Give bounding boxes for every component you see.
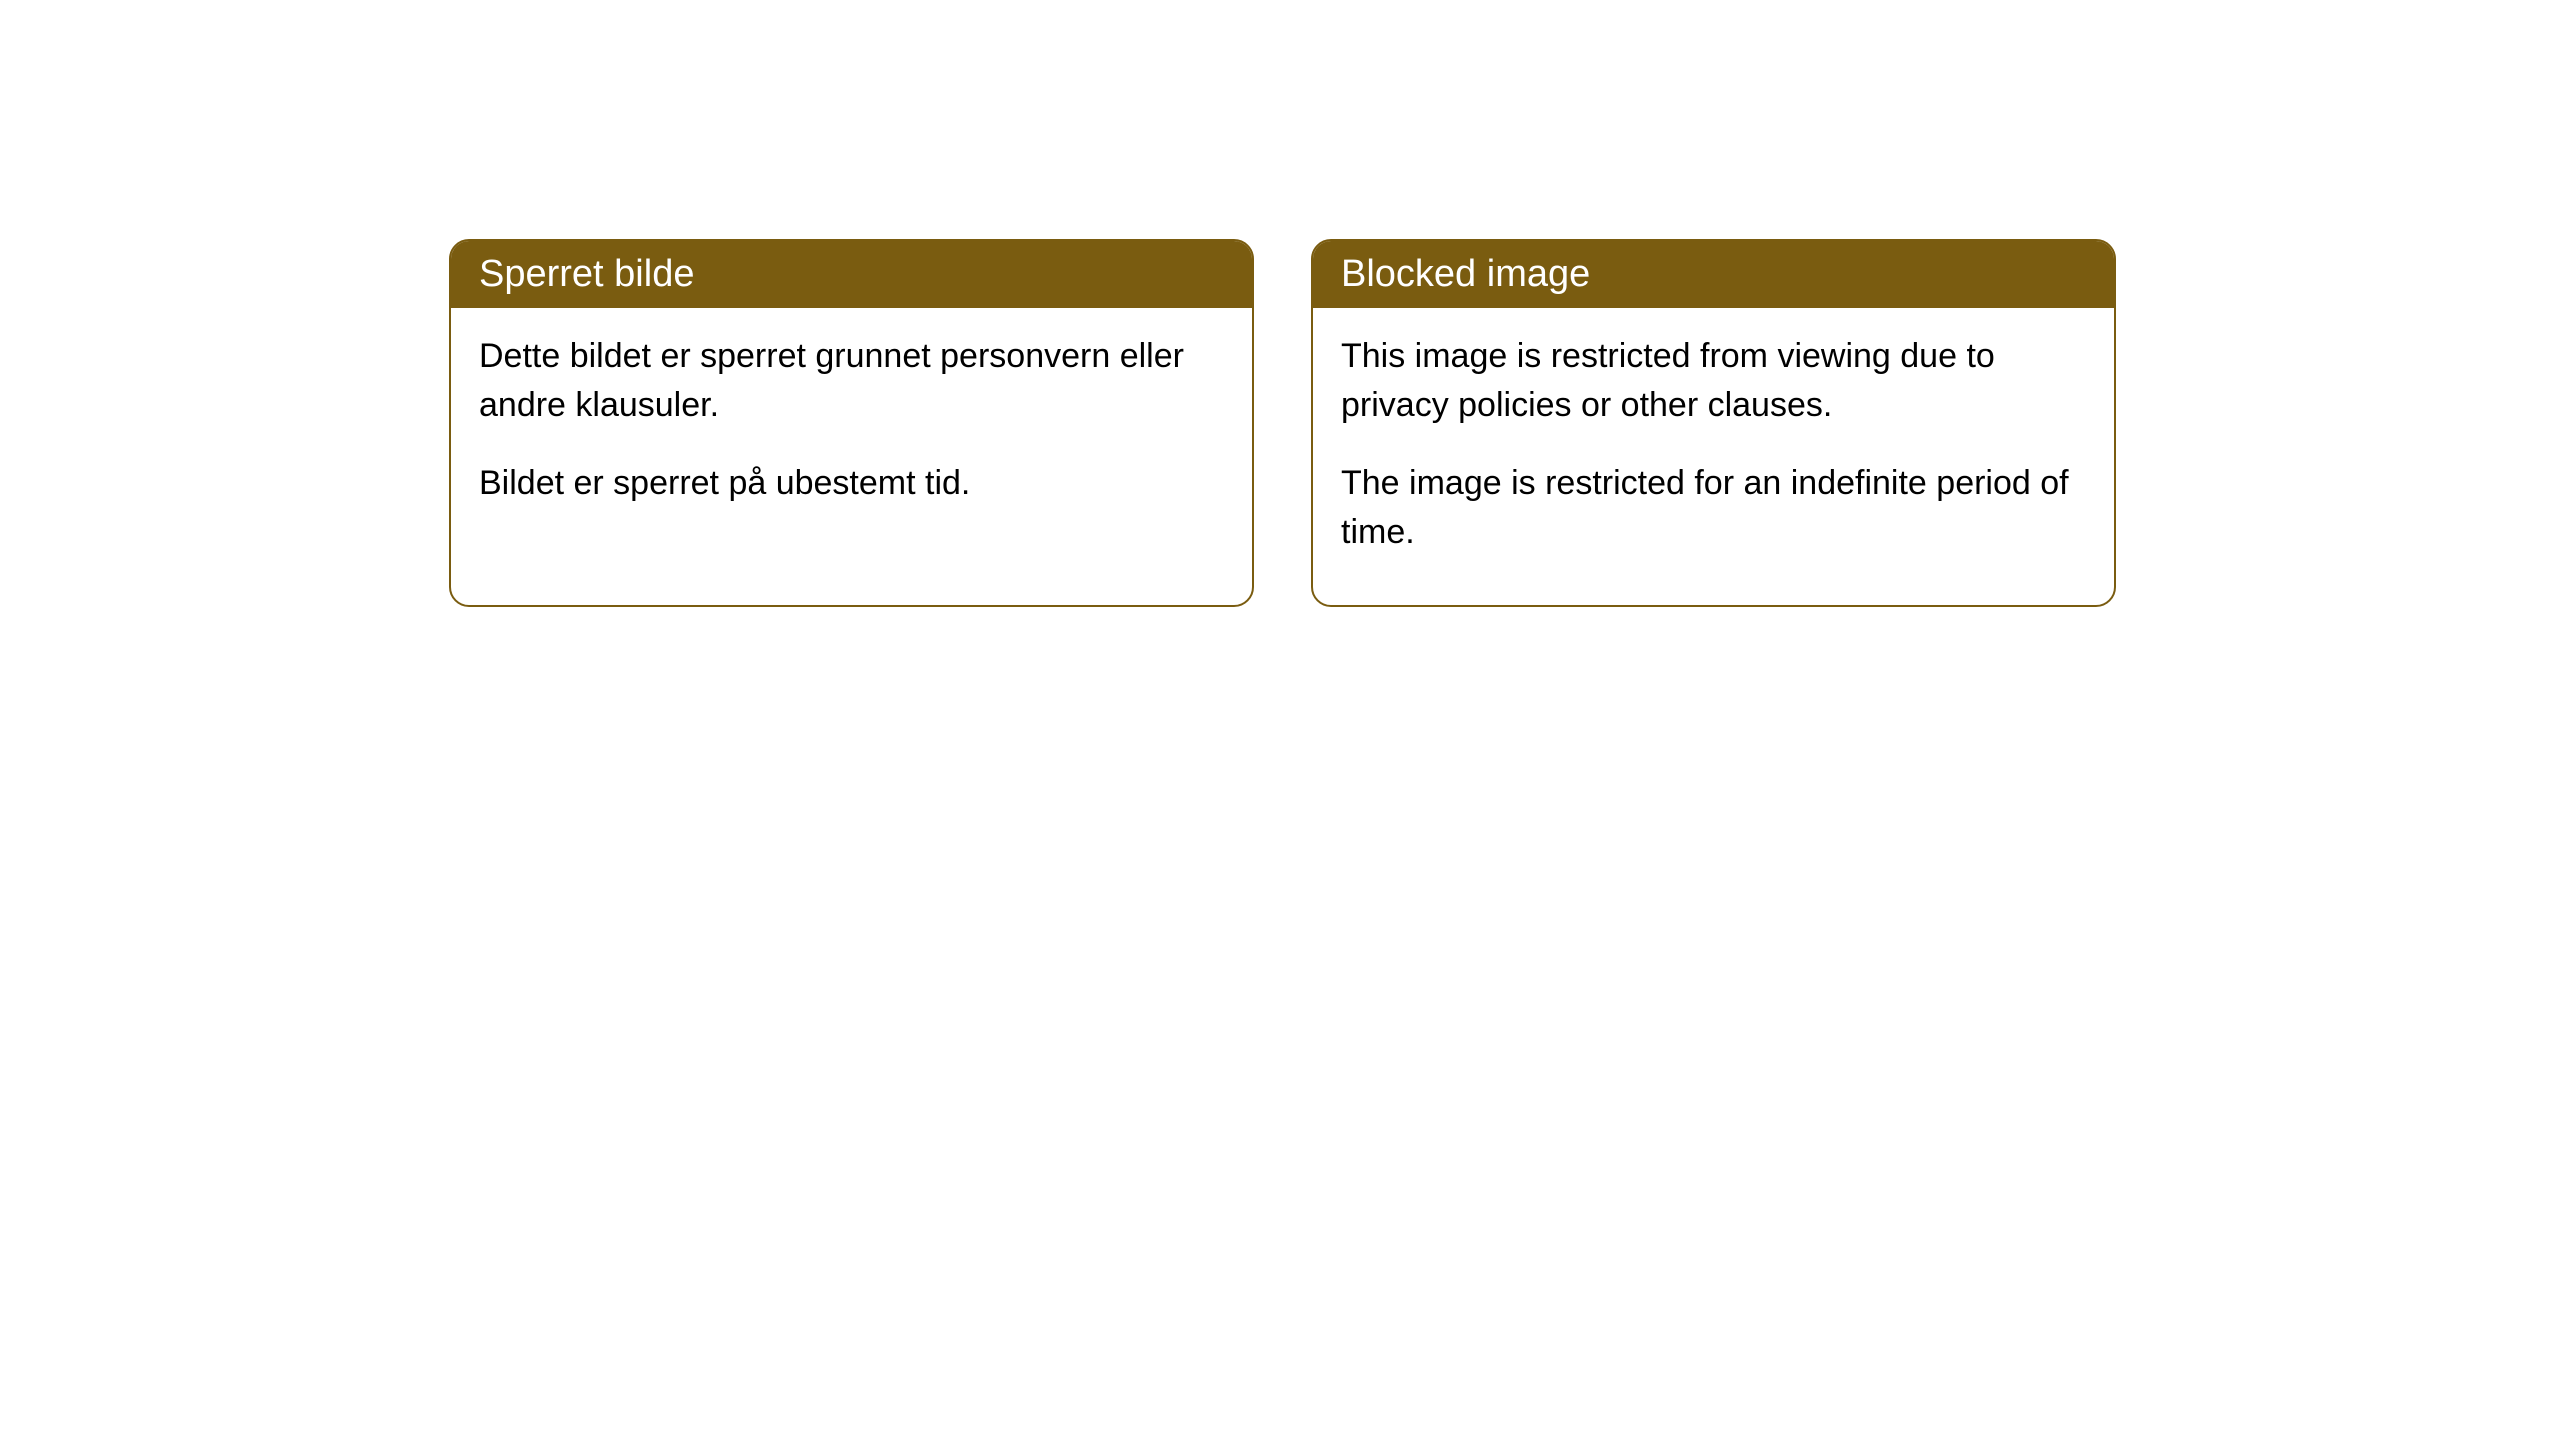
card-paragraph-2: The image is restricted for an indefinit…: [1341, 459, 2086, 558]
card-header: Blocked image: [1313, 241, 2114, 308]
card-paragraph-1: This image is restricted from viewing du…: [1341, 332, 2086, 431]
card-header: Sperret bilde: [451, 241, 1252, 308]
notice-card-english: Blocked image This image is restricted f…: [1311, 239, 2116, 607]
card-title: Blocked image: [1341, 253, 1590, 295]
card-body: Dette bildet er sperret grunnet personve…: [451, 308, 1252, 556]
notice-cards-container: Sperret bilde Dette bildet er sperret gr…: [449, 239, 2116, 607]
card-body: This image is restricted from viewing du…: [1313, 308, 2114, 605]
card-title: Sperret bilde: [479, 253, 694, 295]
card-paragraph-1: Dette bildet er sperret grunnet personve…: [479, 332, 1224, 431]
card-paragraph-2: Bildet er sperret på ubestemt tid.: [479, 459, 1224, 508]
notice-card-norwegian: Sperret bilde Dette bildet er sperret gr…: [449, 239, 1254, 607]
